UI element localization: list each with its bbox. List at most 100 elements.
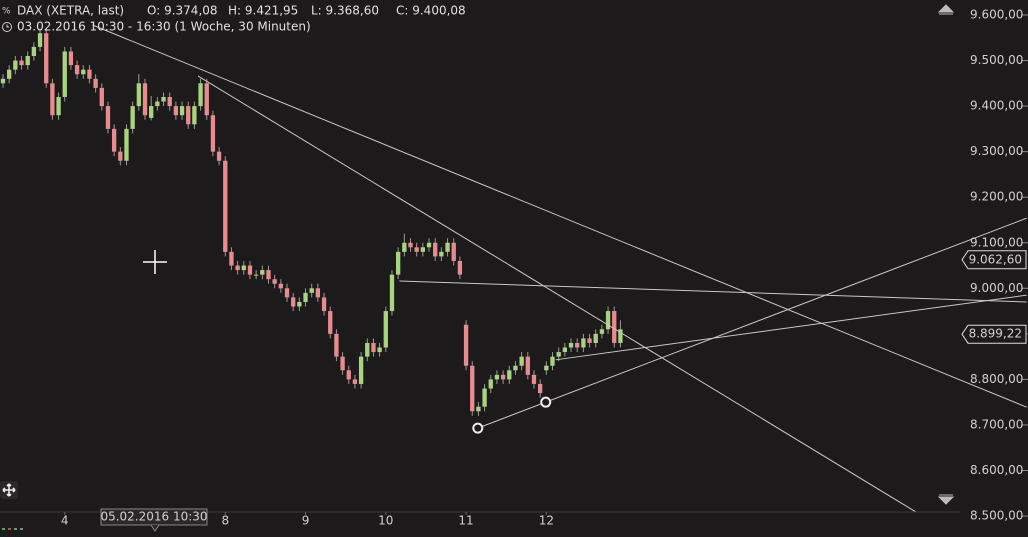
candle-body xyxy=(62,51,67,97)
close: C: 9.400,08 xyxy=(396,4,466,18)
clock-icon xyxy=(2,22,12,32)
candle-body xyxy=(328,311,333,334)
candle-body xyxy=(167,96,172,107)
candle-body xyxy=(68,51,74,66)
candle-body xyxy=(531,374,537,384)
x-tick-label: 10 xyxy=(378,514,393,528)
candle-body xyxy=(408,242,413,248)
candle-body xyxy=(402,242,407,252)
candle-body xyxy=(13,60,18,70)
clock-hand xyxy=(6,24,9,28)
candle-body xyxy=(7,69,12,79)
trendline xyxy=(197,75,917,512)
candle-body xyxy=(365,342,370,357)
y-tick-label: 9.000,00 xyxy=(970,281,1023,295)
candle-body xyxy=(599,329,605,334)
candle-body xyxy=(315,288,321,298)
candle-body xyxy=(241,265,246,271)
trendline xyxy=(399,280,1027,303)
candle-body xyxy=(284,288,290,298)
scroll-down[interactable] xyxy=(937,494,955,505)
candle-body xyxy=(321,297,327,312)
candle-body xyxy=(605,311,611,330)
price-marker xyxy=(961,324,1027,344)
price-marker-label: 8.899,22 xyxy=(969,327,1022,341)
trendline xyxy=(92,24,1027,408)
candle-body xyxy=(426,242,432,248)
candle-body xyxy=(544,365,549,371)
header: % DAX (XETRA, last) O: 9.374,08 H: 9.421… xyxy=(2,4,466,34)
plot-area xyxy=(0,24,1027,512)
candle-body xyxy=(25,55,30,66)
candle-body xyxy=(519,356,524,366)
candle-body xyxy=(476,406,481,412)
trendline xyxy=(477,217,1027,429)
move-icon[interactable] xyxy=(0,481,18,499)
candle-body xyxy=(612,311,617,343)
x-tick-label: 12 xyxy=(539,514,554,528)
candle-body xyxy=(383,311,388,348)
y-tick-label: 8.600,00 xyxy=(970,463,1023,477)
candle-body xyxy=(389,274,395,312)
anchor-point xyxy=(472,422,484,434)
candle-body xyxy=(124,128,129,161)
scroll-up[interactable] xyxy=(937,4,955,15)
y-tick-label: 9.300,00 xyxy=(970,144,1023,158)
bottom-dots xyxy=(2,528,23,530)
candle-body xyxy=(303,292,308,302)
candle-body xyxy=(377,347,382,353)
candle-body xyxy=(149,106,154,118)
candle-body xyxy=(513,365,518,371)
candle-body xyxy=(575,342,580,348)
y-tick-label: 9.100,00 xyxy=(970,235,1023,249)
x-tick-label: 9 xyxy=(302,514,310,528)
candle-body xyxy=(587,338,592,343)
candle-body xyxy=(433,242,438,257)
candle-body xyxy=(204,83,209,116)
candle-body xyxy=(192,106,197,125)
candle-body xyxy=(445,242,450,252)
candle-body xyxy=(136,83,141,107)
price-marker-label: 9.062,60 xyxy=(969,252,1022,266)
candle-body xyxy=(260,270,265,275)
icon: % xyxy=(2,7,11,17)
candle-body xyxy=(105,106,111,129)
candle-body xyxy=(81,69,86,75)
candle-body xyxy=(439,251,444,257)
x-tick-label: 11 xyxy=(458,514,473,528)
candle-body xyxy=(253,274,259,276)
candle-body xyxy=(371,342,376,353)
y-tick-label: 8.800,00 xyxy=(970,372,1023,386)
y-tick-label: 9.600,00 xyxy=(970,8,1023,22)
candle-body xyxy=(457,260,463,275)
candle-body xyxy=(173,106,179,116)
candle-body xyxy=(463,324,469,366)
trendline xyxy=(555,294,1027,361)
candle-body xyxy=(161,96,166,102)
candle-body xyxy=(93,78,98,88)
y-tick-label: 9.200,00 xyxy=(970,190,1023,204)
candle-body xyxy=(507,370,512,380)
x-tick-label: 4 xyxy=(61,514,69,528)
candle-body xyxy=(414,247,419,252)
candle-body xyxy=(537,383,543,394)
candle-body xyxy=(74,65,80,75)
candle-body xyxy=(395,251,401,275)
y-tick-label: 8.500,00 xyxy=(970,509,1023,523)
candle-body xyxy=(210,115,216,152)
candle-body xyxy=(99,87,104,107)
candle-body xyxy=(87,69,92,79)
candle-body xyxy=(562,347,568,353)
candle-body xyxy=(19,60,24,66)
anchor-point xyxy=(540,396,552,408)
candle-body xyxy=(186,106,191,125)
candle-body xyxy=(50,83,55,116)
candle-body xyxy=(198,83,203,107)
candle-body xyxy=(420,247,426,252)
candle-body xyxy=(550,356,555,366)
candle-body xyxy=(340,356,345,371)
candle-body xyxy=(111,128,117,152)
candle-body xyxy=(130,106,135,129)
candle-body xyxy=(56,96,61,116)
